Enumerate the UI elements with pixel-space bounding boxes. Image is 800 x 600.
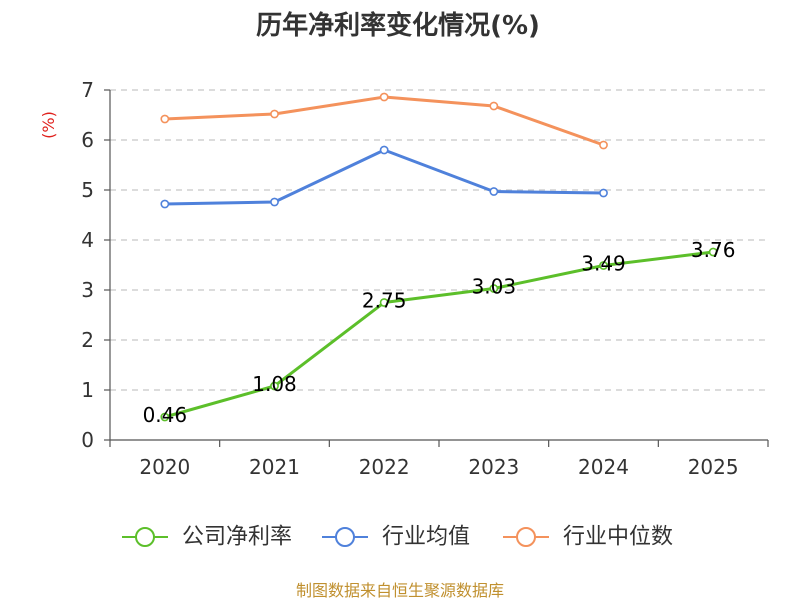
data-label: 2.75 bbox=[362, 289, 407, 313]
series-2 bbox=[160, 92, 608, 150]
legend-item[interactable]: 行业均值 bbox=[322, 525, 470, 550]
legend: 公司净利率 行业均值 行业中位数 bbox=[122, 525, 673, 550]
data-label: 0.46 bbox=[143, 403, 188, 427]
y-tick-label: 0 bbox=[81, 428, 94, 452]
data-point bbox=[160, 114, 170, 124]
y-tick-label: 1 bbox=[81, 378, 94, 402]
y-tick-label: 6 bbox=[81, 128, 94, 152]
legend-item[interactable]: 行业中位数 bbox=[503, 525, 673, 550]
x-tick-label: 2021 bbox=[249, 455, 300, 479]
data-point bbox=[160, 199, 170, 209]
gridlines bbox=[110, 89, 768, 391]
data-point bbox=[270, 197, 279, 207]
data-label: 3.49 bbox=[581, 252, 626, 276]
data-point bbox=[160, 412, 170, 422]
legend-circle-icon bbox=[135, 527, 155, 547]
data-labels: 0.46 1.08 2.75 3.03 3.49 3.76 bbox=[143, 238, 736, 427]
series-0 bbox=[160, 247, 718, 422]
series-line bbox=[164, 95, 605, 147]
data-point bbox=[708, 247, 718, 257]
data-point bbox=[379, 92, 389, 102]
y-tick-label: 3 bbox=[81, 278, 94, 302]
x-tick-label: 2023 bbox=[468, 455, 519, 479]
chart-title: 历年净利率变化情况(%) bbox=[256, 10, 540, 41]
x-tick-label: 2022 bbox=[359, 455, 410, 479]
series-line bbox=[164, 250, 714, 419]
data-point bbox=[270, 381, 279, 391]
data-point bbox=[379, 298, 389, 307]
y-tick-label: 7 bbox=[81, 78, 94, 102]
data-point bbox=[379, 145, 389, 155]
axes: 0 1 2 3 4 5 6 7 2020 2021 2022 2023 2024 2025 bbox=[81, 78, 769, 479]
y-tick-label: 5 bbox=[81, 178, 94, 202]
y-tick-label: 4 bbox=[81, 228, 94, 252]
data-point bbox=[489, 187, 499, 196]
x-tick-label: 2025 bbox=[688, 455, 739, 479]
data-label: 3.76 bbox=[691, 238, 736, 262]
series-line bbox=[164, 148, 604, 206]
data-point bbox=[489, 101, 499, 111]
data-point bbox=[599, 140, 608, 150]
series-lines bbox=[160, 92, 718, 422]
y-tick-label: 2 bbox=[81, 328, 94, 352]
data-label: 3.03 bbox=[472, 275, 517, 299]
data-point bbox=[599, 261, 608, 270]
legend-label: 行业中位数 bbox=[563, 525, 673, 550]
legend-item[interactable]: 公司净利率 bbox=[122, 525, 292, 550]
data-point bbox=[489, 284, 499, 293]
y-axis-label: (%) bbox=[39, 111, 58, 139]
data-point bbox=[270, 109, 279, 119]
legend-label: 行业均值 bbox=[382, 525, 470, 550]
legend-label: 公司净利率 bbox=[182, 525, 292, 550]
x-tick-label: 2020 bbox=[139, 455, 190, 479]
legend-circle-icon bbox=[335, 527, 355, 547]
x-tick-label: 2024 bbox=[578, 455, 629, 479]
series-1 bbox=[160, 145, 608, 209]
data-label: 1.08 bbox=[252, 372, 297, 396]
data-point bbox=[599, 188, 608, 198]
data-source-footer: 制图数据来自恒生聚源数据库 bbox=[296, 581, 504, 600]
legend-circle-icon bbox=[516, 527, 536, 547]
